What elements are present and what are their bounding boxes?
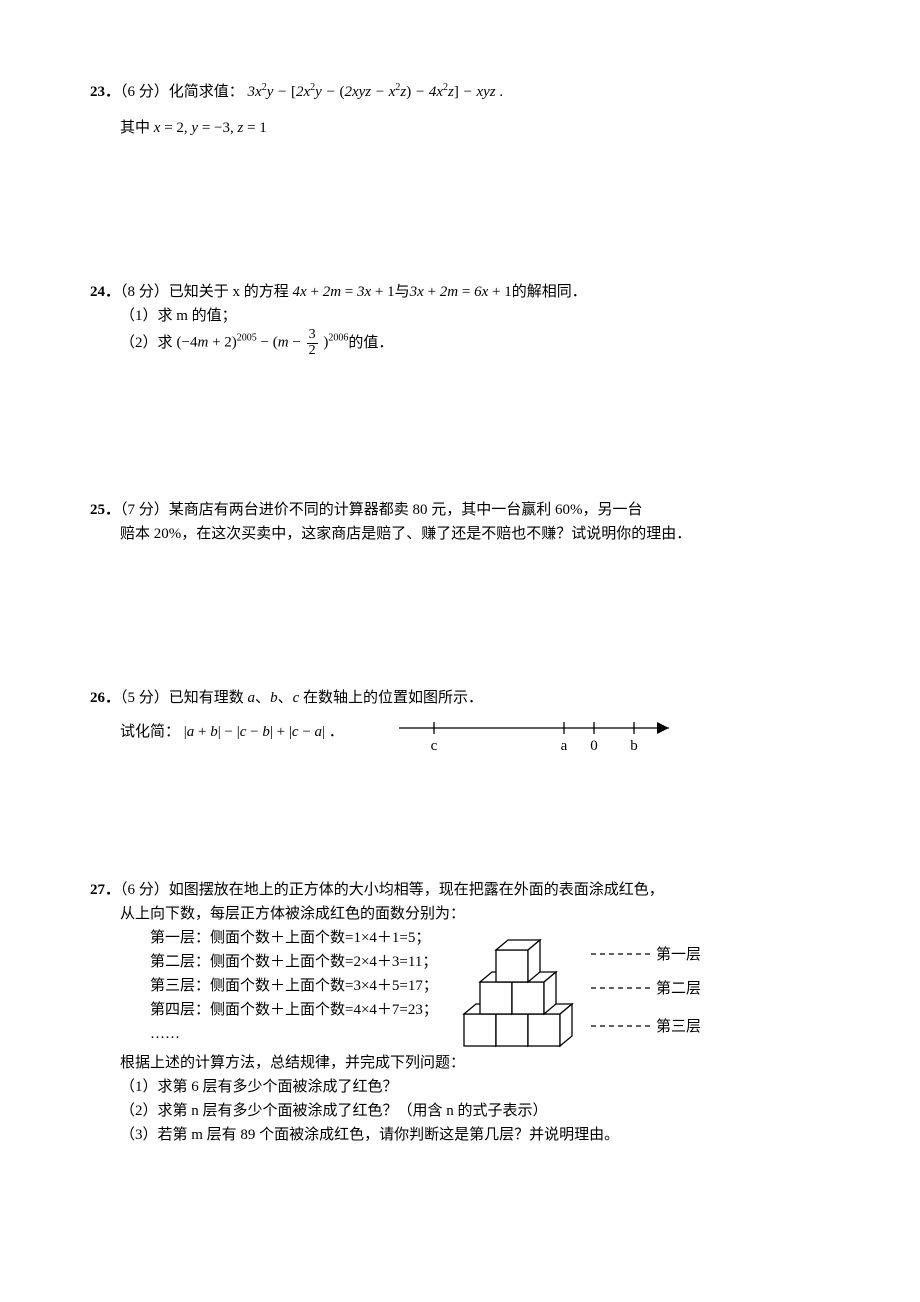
cube-label-2: 第二层: [656, 979, 701, 997]
p27-q2: （2）求第 n 层有多少个面被涂成了红色？（用含 n 的式子表示）: [90, 1099, 830, 1123]
p27-q3: （3）若第 m 层有 89 个面被涂成红色，请你判断这是第几层？并说明理由。: [90, 1123, 830, 1147]
p24-tail: 的解相同．: [512, 284, 587, 300]
p25-number: 25．: [90, 502, 120, 518]
problem-27: 27．（6 分）如图摆放在地上的正方体的大小均相等，现在把露在外面的表面涂成红色…: [90, 878, 830, 1147]
p24-eq2: 3x + 2m = 6x + 1: [410, 284, 512, 300]
p24-mid: 与: [395, 284, 410, 300]
p27-line3: 根据上述的计算方法，总结规律，并完成下列问题：: [90, 1051, 830, 1075]
p25-line1: 25．（7 分）某商店有两台进价不同的计算器都卖 80 元，其中一台赢利 60%…: [90, 498, 830, 522]
p24-lead: 已知关于 x 的方程: [169, 284, 289, 300]
p23-points: （6 分）: [120, 84, 169, 100]
p24-q2-expr: (−4m + 2)2005 − (m − 32 )2006: [177, 328, 349, 358]
p27-line2: 从上向下数，每层正方体被涂成红色的面数分别为：: [90, 902, 830, 926]
p26-line2: 试化简： |a + b| − |c − b| + |c − a| ．: [120, 720, 344, 744]
problem-25: 25．（7 分）某商店有两台进价不同的计算器都卖 80 元，其中一台赢利 60%…: [90, 498, 830, 546]
p23-cond-expr: x = 2, y = −3, z = 1: [150, 120, 267, 136]
axis-label-c: c: [430, 738, 437, 754]
p24-q2-tail: 的值．: [348, 331, 393, 355]
p23-lead: 化简求值：: [169, 84, 244, 100]
p27-q1: （1）求第 6 层有多少个面被涂成了红色？: [90, 1075, 830, 1099]
axis-label-b: b: [630, 738, 638, 754]
axis-label-a: a: [560, 738, 567, 754]
p24-q2: （2）求 (−4m + 2)2005 − (m − 32 )2006 的值．: [90, 328, 830, 358]
p26-expr: |a + b| − |c − b| + |c − a|: [184, 724, 325, 740]
p26-tail: ．: [329, 724, 344, 740]
p23-cond-prefix: 其中: [120, 120, 150, 136]
axis-label-zero: 0: [590, 738, 598, 754]
p27-L3: 第三层：侧面个数＋上面个数=3×4＋5=17；: [150, 974, 438, 998]
p26-text1: 已知有理数 a、b、c 在数轴上的位置如图所示．: [169, 690, 483, 706]
p23-line1: 23．（6 分）化简求值： 3x2y − [2x2y − (2xyz − x2z…: [90, 80, 830, 104]
p25-line2: 赔本 20%，在这次买卖中，这家商店是赔了、赚了还是不赔也不赚？试说明你的理由．: [90, 522, 830, 546]
p24-points: （8 分）: [120, 284, 169, 300]
cube-stack-diagram: 第一层 第二层 第三层: [456, 926, 736, 1051]
p23-condition: 其中 x = 2, y = −3, z = 1: [90, 116, 830, 140]
number-line-diagram: c a 0 b: [394, 710, 684, 754]
p26-lead: 试化简：: [120, 724, 180, 740]
p27-number: 27．: [90, 882, 120, 898]
p24-line1: 24．（8 分）已知关于 x 的方程 4x + 2m = 3x + 1与3x +…: [90, 280, 830, 304]
p27-L5: ……: [150, 1022, 438, 1046]
p25-points: （7 分）: [120, 502, 169, 518]
p27-L2: 第二层：侧面个数＋上面个数=2×4＋3=11；: [150, 950, 438, 974]
p23-number: 23．: [90, 84, 120, 100]
p26-line1: 26．（5 分）已知有理数 a、b、c 在数轴上的位置如图所示．: [90, 686, 830, 710]
cube-label-3: 第三层: [656, 1017, 701, 1035]
p27-layer-list: 第一层：侧面个数＋上面个数=1×4＋1=5； 第二层：侧面个数＋上面个数=2×4…: [120, 926, 438, 1046]
p27-line1: 27．（6 分）如图摆放在地上的正方体的大小均相等，现在把露在外面的表面涂成红色…: [90, 878, 830, 902]
cube-label-1: 第一层: [656, 945, 701, 963]
problem-24: 24．（8 分）已知关于 x 的方程 4x + 2m = 3x + 1与3x +…: [90, 280, 830, 358]
p25-text1: 某商店有两台进价不同的计算器都卖 80 元，其中一台赢利 60%，另一台: [169, 502, 643, 518]
problem-23: 23．（6 分）化简求值： 3x2y − [2x2y − (2xyz − x2z…: [90, 80, 830, 140]
p27-L4: 第四层：侧面个数＋上面个数=4×4＋7=23；: [150, 998, 438, 1022]
p27-points: （6 分）: [120, 882, 169, 898]
p23-expression: 3x2y − [2x2y − (2xyz − x2z) − 4x2z] − xy…: [248, 84, 504, 100]
problem-26: 26．（5 分）已知有理数 a、b、c 在数轴上的位置如图所示． 试化简： |a…: [90, 686, 830, 754]
p27-L1: 第一层：侧面个数＋上面个数=1×4＋1=5；: [150, 926, 438, 950]
p26-number: 26．: [90, 690, 120, 706]
p24-eq1: 4x + 2m = 3x + 1: [293, 284, 395, 300]
p24-q1: （1）求 m 的值；: [90, 304, 830, 328]
p24-number: 24．: [90, 284, 120, 300]
p27-text1: 如图摆放在地上的正方体的大小均相等，现在把露在外面的表面涂成红色，: [169, 882, 664, 898]
p24-q2-lead: （2）求: [120, 331, 173, 355]
p26-row: 试化简： |a + b| − |c − b| + |c − a| ． c a 0…: [90, 710, 830, 754]
p26-points: （5 分）: [120, 690, 169, 706]
p27-body: 第一层：侧面个数＋上面个数=1×4＋1=5； 第二层：侧面个数＋上面个数=2×4…: [90, 926, 830, 1051]
